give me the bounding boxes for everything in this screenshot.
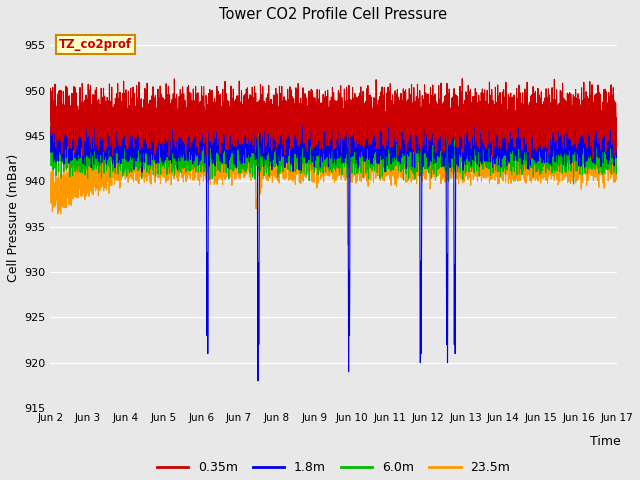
Legend: 0.35m, 1.8m, 6.0m, 23.5m: 0.35m, 1.8m, 6.0m, 23.5m: [152, 456, 515, 479]
Text: TZ_co2prof: TZ_co2prof: [59, 38, 132, 51]
Title: Tower CO2 Profile Cell Pressure: Tower CO2 Profile Cell Pressure: [220, 7, 447, 22]
Y-axis label: Cell Pressure (mBar): Cell Pressure (mBar): [7, 154, 20, 282]
X-axis label: Time: Time: [590, 435, 621, 448]
